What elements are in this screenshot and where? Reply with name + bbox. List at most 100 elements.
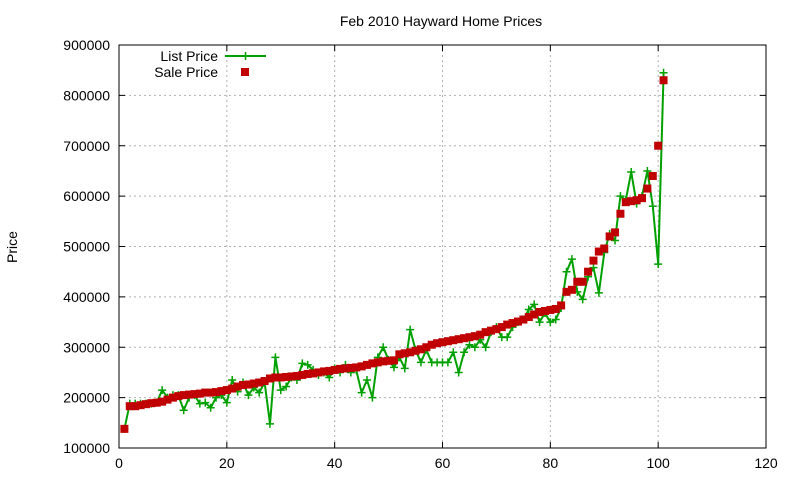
data-point-plus: [158, 386, 167, 395]
data-point-square: [449, 336, 458, 345]
data-point-square: [298, 370, 307, 379]
data-point-square: [195, 389, 204, 398]
data-point-square: [341, 364, 350, 373]
data-point-square: [460, 334, 469, 343]
data-point-square: [637, 194, 646, 203]
data-point-plus: [567, 255, 576, 264]
data-point-square: [379, 357, 388, 366]
data-point-plus: [379, 343, 388, 352]
data-point-square: [309, 369, 318, 378]
data-point-square: [287, 372, 296, 381]
data-point-square: [411, 346, 420, 355]
data-point-square: [255, 378, 264, 387]
data-point-plus: [368, 393, 377, 402]
data-point-square: [632, 196, 641, 205]
y-tick-label: 600000: [63, 188, 110, 204]
data-point-square: [567, 285, 576, 294]
data-point-square: [249, 379, 258, 388]
data-point-square: [325, 366, 334, 375]
data-point-square: [422, 343, 431, 352]
data-point-square: [368, 359, 377, 368]
data-point-plus: [530, 300, 539, 309]
data-point-plus: [578, 295, 587, 304]
legend-label-sale-price: Sale Price: [154, 64, 218, 80]
data-point-plus: [465, 340, 474, 349]
data-point-plus: [406, 325, 415, 334]
data-point-square: [443, 337, 452, 346]
data-point-plus: [303, 360, 312, 369]
data-point-square: [120, 424, 129, 433]
data-point-square: [416, 345, 425, 354]
data-point-square: [433, 339, 442, 348]
data-point-square: [481, 328, 490, 337]
data-point-square: [384, 356, 393, 365]
data-point-square: [578, 277, 587, 286]
data-point-square: [513, 317, 522, 326]
data-point-square: [292, 371, 301, 380]
data-point-square: [659, 76, 668, 85]
data-point-plus: [363, 375, 372, 384]
data-point-square: [627, 197, 636, 206]
data-point-square: [141, 400, 150, 409]
data-point-plus: [228, 375, 237, 384]
data-point-square: [470, 332, 479, 341]
data-point-plus: [389, 363, 398, 372]
series-sale-price: [120, 76, 668, 433]
data-point-plus: [460, 348, 469, 357]
data-point-plus: [282, 382, 291, 391]
data-point-square: [136, 401, 145, 410]
series-layer: [120, 68, 668, 433]
data-point-square: [233, 382, 242, 391]
data-point-square: [303, 369, 312, 378]
legend-marker-list-price: [241, 52, 250, 60]
data-point-square: [643, 184, 652, 193]
data-point-square: [282, 372, 291, 381]
data-point-square: [616, 209, 625, 218]
y-tick-label: 100000: [63, 440, 110, 456]
axis-ticks: 0 20 40 60 80 100 120 100000 200000 300000 400000 5…: [63, 37, 778, 471]
y-tick-label: 700000: [63, 138, 110, 154]
x-tick-label: 40: [327, 455, 343, 471]
data-point-plus: [179, 406, 188, 415]
data-point-square: [589, 256, 598, 265]
data-point-square: [524, 313, 533, 322]
data-point-square: [152, 398, 161, 407]
data-point-plus: [654, 260, 663, 269]
data-point-plus: [443, 358, 452, 367]
y-tick-label: 200000: [63, 390, 110, 406]
data-point-plus: [481, 343, 490, 352]
data-point-square: [540, 306, 549, 315]
data-point-square: [147, 399, 156, 408]
data-point-square: [174, 392, 183, 401]
series-list-price: [120, 68, 668, 433]
data-point-plus: [271, 353, 280, 362]
data-point-plus: [648, 202, 657, 211]
data-point-square: [125, 402, 134, 411]
data-point-square: [438, 338, 447, 347]
x-tick-label: 20: [219, 455, 235, 471]
data-point-square: [319, 367, 328, 376]
data-point-plus: [454, 368, 463, 377]
data-point-square: [239, 381, 248, 390]
data-point-square: [330, 365, 339, 374]
chart-title: Feb 2010 Hayward Home Prices: [340, 13, 542, 29]
x-tick-label: 0: [115, 455, 123, 471]
legend-marker-sale-price: [241, 68, 249, 76]
data-point-square: [201, 388, 210, 397]
data-point-plus: [524, 305, 533, 314]
grid-lines: [119, 45, 766, 448]
data-point-square: [363, 360, 372, 369]
data-point-square: [621, 198, 630, 207]
data-point-square: [594, 247, 603, 256]
data-point-plus: [276, 386, 285, 395]
data-point-square: [654, 141, 663, 150]
data-point-square: [217, 387, 226, 396]
data-point-square: [222, 386, 231, 395]
data-point-square: [557, 301, 566, 310]
data-point-square: [158, 397, 167, 406]
data-point-square: [389, 356, 398, 365]
data-point-square: [357, 362, 366, 371]
data-point-square: [212, 388, 221, 397]
data-point-square: [584, 267, 593, 276]
data-point-square: [535, 307, 544, 316]
